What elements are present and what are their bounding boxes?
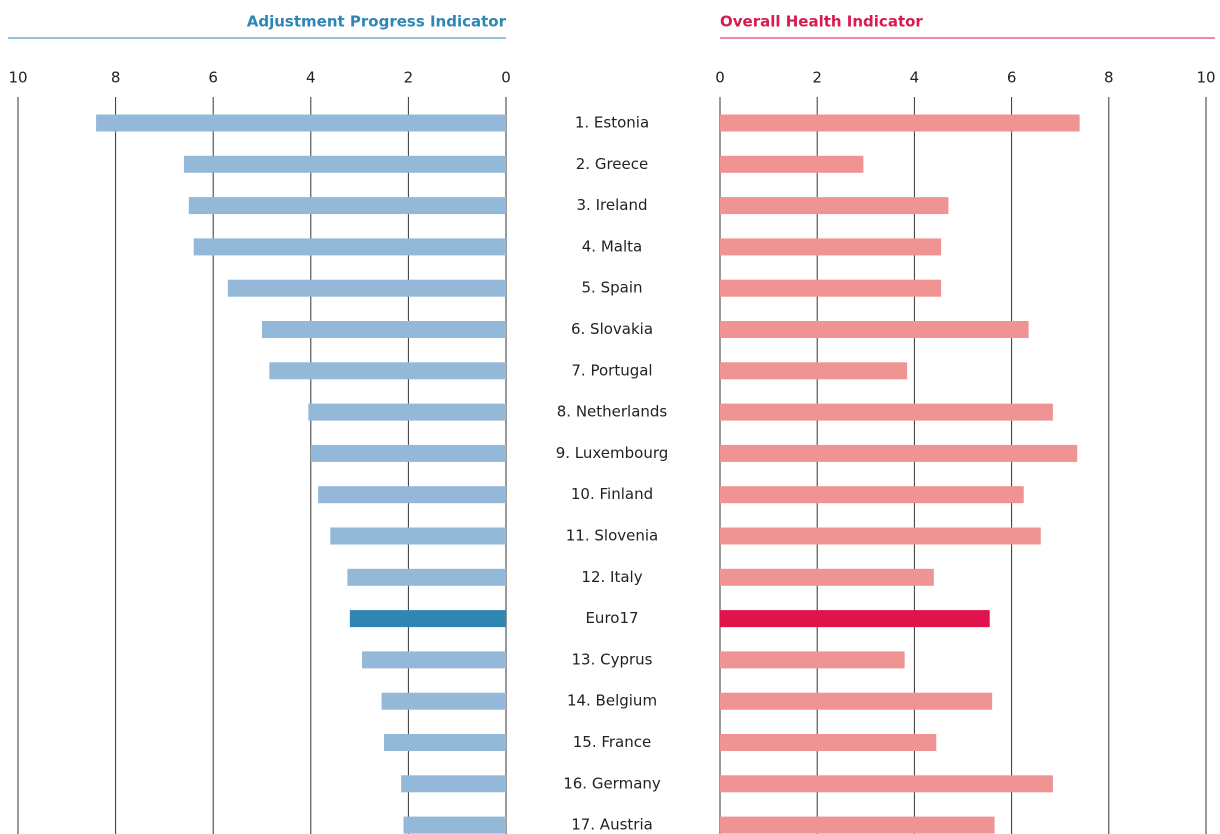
bar — [310, 444, 506, 462]
category-label: 4. Malta — [582, 237, 642, 255]
category-label: 13. Cyprus — [572, 650, 653, 668]
category-label: 1. Estonia — [575, 114, 649, 132]
bar — [330, 527, 506, 545]
bar — [720, 610, 990, 628]
category-label: 3. Ireland — [577, 196, 648, 214]
bar — [227, 279, 506, 297]
category-label: 5. Spain — [582, 279, 643, 297]
x-tick-label: 4 — [910, 69, 920, 87]
category-label: 2. Greece — [576, 155, 648, 173]
x-tick-label: 8 — [111, 69, 121, 87]
bar — [720, 197, 949, 215]
category-label: 14. Belgium — [567, 692, 657, 710]
category-label: 15. France — [573, 733, 652, 751]
category-label: 7. Portugal — [571, 361, 652, 379]
bar — [720, 403, 1053, 421]
bar — [193, 238, 506, 256]
bar — [384, 734, 506, 751]
category-label: 11. Slovenia — [566, 527, 658, 545]
bar — [183, 155, 507, 173]
bar — [403, 816, 506, 834]
category-label: Euro17 — [585, 609, 638, 627]
x-tick-label: 2 — [812, 69, 822, 87]
bar — [262, 321, 506, 338]
bar — [720, 279, 942, 297]
bar — [720, 568, 934, 586]
bar — [401, 775, 506, 793]
x-tick-label: 2 — [404, 69, 414, 87]
bar — [720, 321, 1029, 338]
x-tick-label: 10 — [8, 69, 27, 87]
category-label: 16. Germany — [563, 774, 661, 792]
category-label: 9. Luxembourg — [556, 444, 669, 462]
x-tick-label: 8 — [1104, 69, 1114, 87]
x-tick-label: 0 — [501, 69, 511, 87]
bar — [318, 486, 506, 504]
bar — [720, 527, 1041, 545]
bar — [720, 816, 995, 834]
bar — [720, 734, 937, 751]
bar — [269, 362, 506, 380]
bar — [188, 197, 507, 215]
bar — [720, 362, 908, 380]
bar — [720, 775, 1053, 793]
bar — [720, 692, 993, 710]
panel-title: Overall Health Indicator — [720, 13, 923, 31]
category-label: 12. Italy — [581, 568, 642, 586]
bar — [362, 651, 506, 669]
category-label: 6. Slovakia — [571, 320, 653, 338]
bar — [720, 651, 905, 669]
x-tick-label: 6 — [1007, 69, 1017, 87]
panel-title: Adjustment Progress Indicator — [247, 13, 507, 31]
x-tick-label: 10 — [1196, 69, 1215, 87]
bar — [720, 238, 942, 256]
bar — [720, 486, 1024, 504]
bar — [96, 114, 506, 132]
category-label: 10. Finland — [571, 485, 653, 503]
bar — [308, 403, 506, 421]
bar — [381, 692, 506, 710]
bar — [347, 568, 506, 586]
x-tick-label: 6 — [208, 69, 218, 87]
bar — [720, 444, 1078, 462]
x-tick-label: 0 — [715, 69, 725, 87]
bar — [720, 114, 1080, 132]
x-tick-label: 4 — [306, 69, 316, 87]
category-label: 8. Netherlands — [557, 403, 668, 421]
category-label: 17. Austria — [571, 816, 653, 834]
bar — [349, 610, 506, 628]
bar — [720, 155, 864, 173]
